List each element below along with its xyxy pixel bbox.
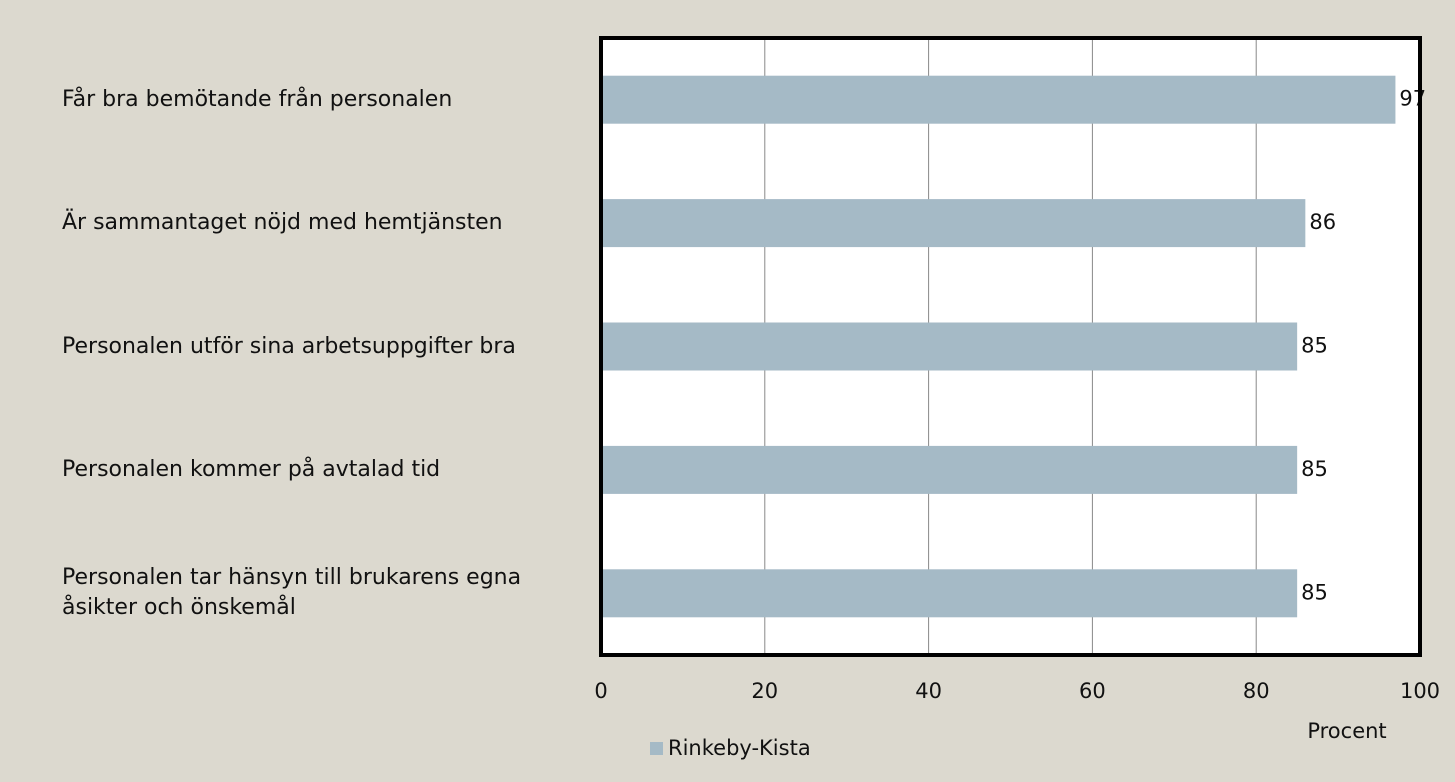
data-label: 85 — [1301, 580, 1328, 604]
y-tick-label: Personalen kommer på avtalad tid — [62, 456, 441, 482]
x-tick-label: 40 — [915, 679, 942, 703]
bar — [601, 445, 1298, 494]
bar — [601, 75, 1396, 124]
y-tick-label: Personalen utför sina arbetsuppgifter br… — [62, 333, 516, 359]
bar — [601, 322, 1298, 371]
bar — [601, 199, 1306, 248]
y-tick-label: Personalen tar hänsyn till brukarens egn… — [62, 565, 522, 621]
data-label: 85 — [1301, 457, 1328, 481]
x-tick-label: 20 — [751, 679, 778, 703]
x-tick-label: 60 — [1079, 679, 1106, 703]
data-label: 85 — [1301, 334, 1328, 358]
data-label: 86 — [1309, 210, 1336, 234]
plot-border — [599, 36, 1422, 657]
y-tick-label: Är sammantaget nöjd med hemtjänsten — [62, 210, 503, 236]
x-axis-label: Procent — [1307, 719, 1386, 743]
y-tick-label: Får bra bemötande från personalen — [62, 86, 453, 112]
legend-swatch — [650, 742, 663, 755]
bar — [601, 569, 1298, 618]
x-tick-label: 0 — [594, 679, 607, 703]
x-tick-label: 80 — [1243, 679, 1270, 703]
legend-label: Rinkeby-Kista — [668, 736, 811, 760]
x-tick-label: 100 — [1400, 679, 1440, 703]
data-label: 97 — [1399, 87, 1426, 111]
